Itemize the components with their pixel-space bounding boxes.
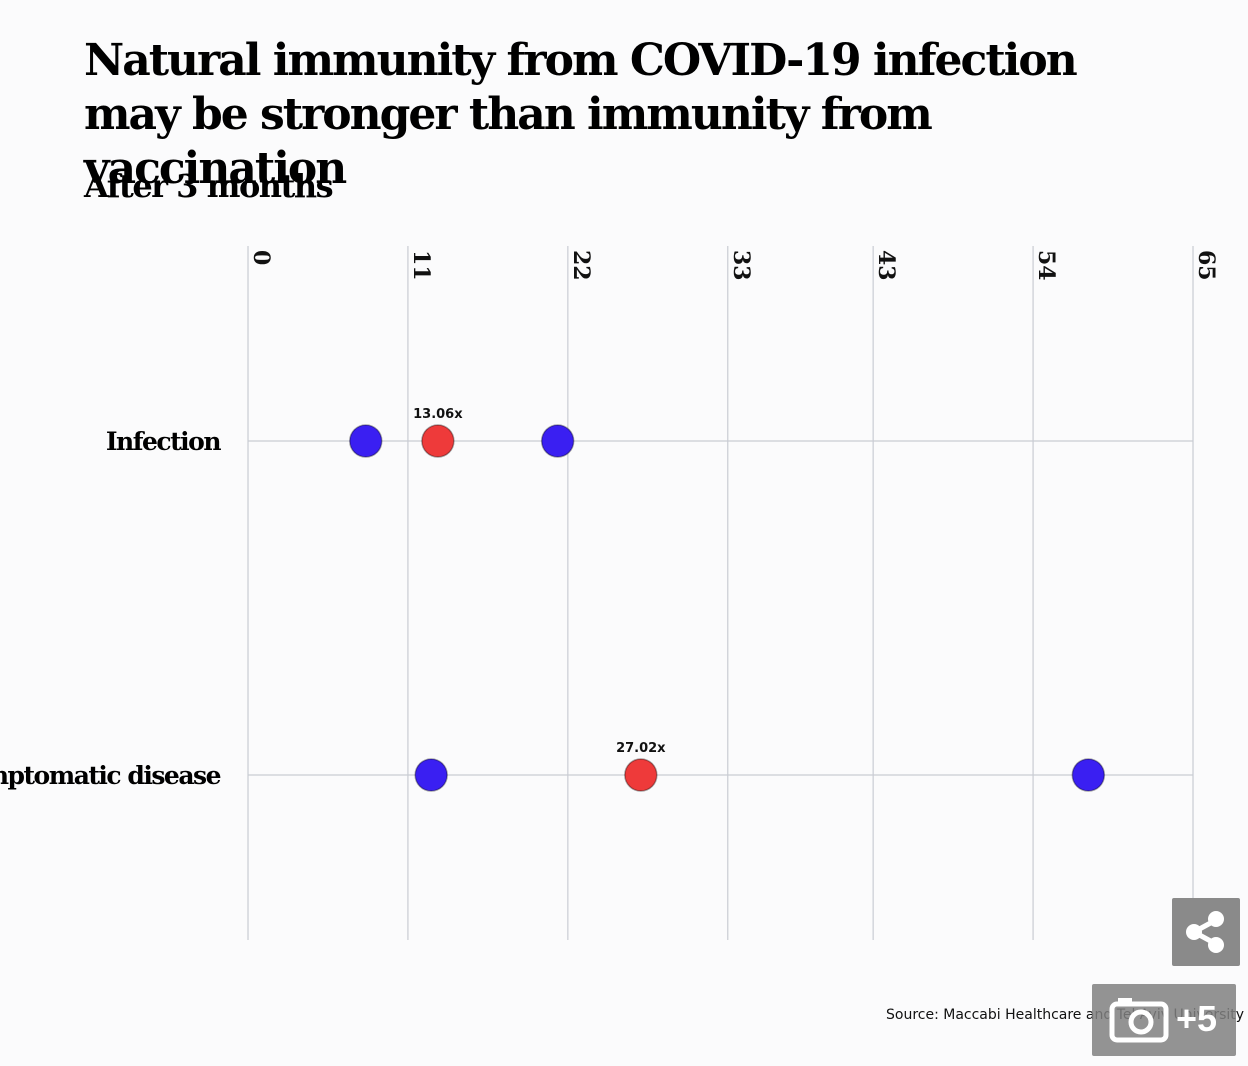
x-tick-label: 65: [1193, 250, 1219, 281]
chart-subtitle: After 3 months: [84, 167, 334, 205]
x-tick-label: 54: [1033, 250, 1059, 281]
data-point-estimate: [421, 424, 455, 458]
camera-icon: [1109, 998, 1169, 1043]
x-tick-label: 43: [873, 250, 899, 281]
category-label: Symptomatic disease: [0, 761, 221, 790]
data-point-lower: [349, 424, 383, 458]
share-button[interactable]: [1172, 898, 1240, 966]
x-tick-label: 22: [568, 250, 594, 281]
data-point-estimate: [624, 758, 658, 792]
share-icon: [1186, 911, 1224, 953]
chart-title: Natural immunity from COVID-19 infection…: [84, 35, 1078, 194]
data-label: 27.02x: [616, 741, 666, 756]
x-tick-label: 0: [248, 250, 274, 265]
gallery-count: +5: [1176, 998, 1218, 1039]
x-tick-label: 33: [728, 250, 754, 281]
category-label: Infection: [106, 427, 221, 456]
data-point-lower: [414, 758, 448, 792]
data-label: 13.06x: [413, 407, 463, 422]
gallery-button[interactable]: +5: [1092, 984, 1236, 1056]
data-point-upper: [540, 424, 575, 458]
x-tick-label: 11: [408, 250, 434, 281]
data-point-upper: [1071, 758, 1106, 792]
